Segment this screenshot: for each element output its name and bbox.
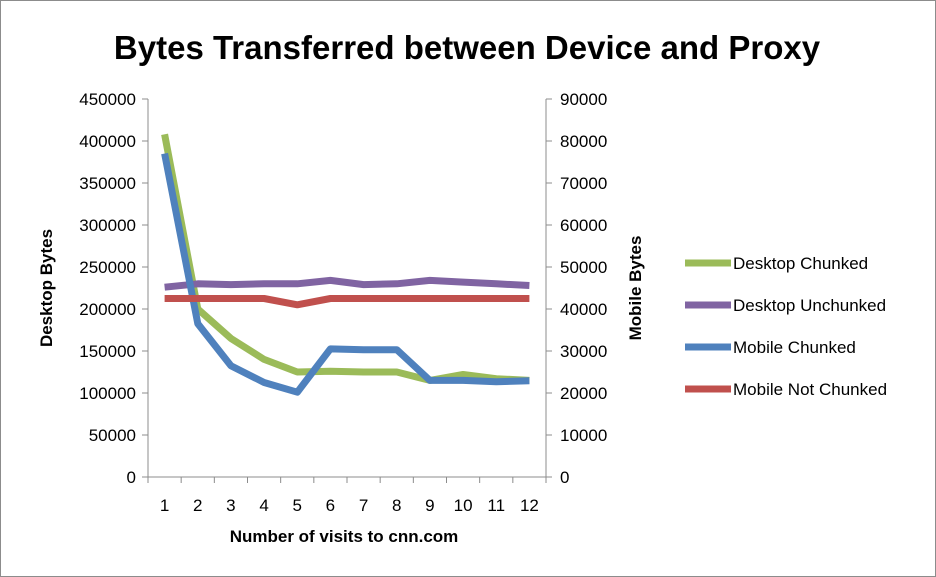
right-tick-label: 0 — [560, 468, 569, 487]
x-tick-label: 12 — [520, 496, 539, 515]
left-tick-label: 200000 — [79, 300, 136, 319]
legend-label-desktop-unchunked: Desktop Unchunked — [733, 296, 886, 315]
legend: Desktop Chunked Desktop Unchunked Mobile C… — [685, 254, 887, 399]
series-line-desktop-unchunked — [164, 276, 530, 291]
left-y-ticks: 0 50000 100000 150000 200000 250000 300000 3500… — [79, 90, 148, 487]
x-tick-label: 10 — [454, 496, 473, 515]
series-line-mobile-chunked — [161, 152, 530, 396]
left-y-axis-title: Desktop Bytes — [37, 229, 56, 347]
right-tick-label: 50000 — [560, 258, 607, 277]
left-tick-label: 400000 — [79, 132, 136, 151]
x-tick-label: 8 — [392, 496, 401, 515]
left-tick-label: 150000 — [79, 342, 136, 361]
left-tick-label: 250000 — [79, 258, 136, 277]
left-tick-label: 50000 — [89, 426, 136, 445]
x-tick-label: 6 — [326, 496, 335, 515]
right-tick-label: 90000 — [560, 90, 607, 109]
x-axis-title: Number of visits to cnn.com — [230, 527, 459, 546]
x-tick-label: 1 — [160, 496, 169, 515]
right-tick-label: 30000 — [560, 342, 607, 361]
x-tick-label: 3 — [226, 496, 235, 515]
right-tick-label: 80000 — [560, 132, 607, 151]
legend-label-mobile-not-chunked: Mobile Not Chunked — [733, 380, 887, 399]
right-tick-label: 70000 — [560, 174, 607, 193]
right-tick-label: 20000 — [560, 384, 607, 403]
x-tick-label: 9 — [425, 496, 434, 515]
right-tick-label: 60000 — [560, 216, 607, 235]
x-tick-label: 11 — [487, 496, 505, 515]
x-ticks: 1 2 3 4 5 6 7 8 9 10 11 12 — [147, 477, 547, 515]
legend-label-mobile-chunked: Mobile Chunked — [733, 338, 856, 357]
legend-label-desktop-chunked: Desktop Chunked — [733, 254, 868, 273]
x-tick-label: 5 — [293, 496, 302, 515]
right-tick-label: 40000 — [560, 300, 607, 319]
x-tick-label: 4 — [259, 496, 268, 515]
right-tick-label: 10000 — [560, 426, 607, 445]
left-tick-label: 0 — [127, 468, 136, 487]
right-y-axis-title: Mobile Bytes — [626, 236, 645, 341]
series-lines — [161, 133, 530, 396]
x-tick-label: 7 — [359, 496, 368, 515]
x-tick-label: 2 — [193, 496, 202, 515]
series-line-desktop-chunked — [161, 133, 530, 384]
left-tick-label: 300000 — [79, 216, 136, 235]
left-tick-label: 450000 — [79, 90, 136, 109]
left-tick-label: 100000 — [79, 384, 136, 403]
series-line-mobile-not-chunked — [164, 295, 530, 309]
left-tick-label: 350000 — [79, 174, 136, 193]
chart-title: Bytes Transferred between Device and Pro… — [114, 29, 821, 66]
right-y-ticks: 0 10000 20000 30000 40000 50000 60000 70000 8000… — [546, 90, 607, 487]
